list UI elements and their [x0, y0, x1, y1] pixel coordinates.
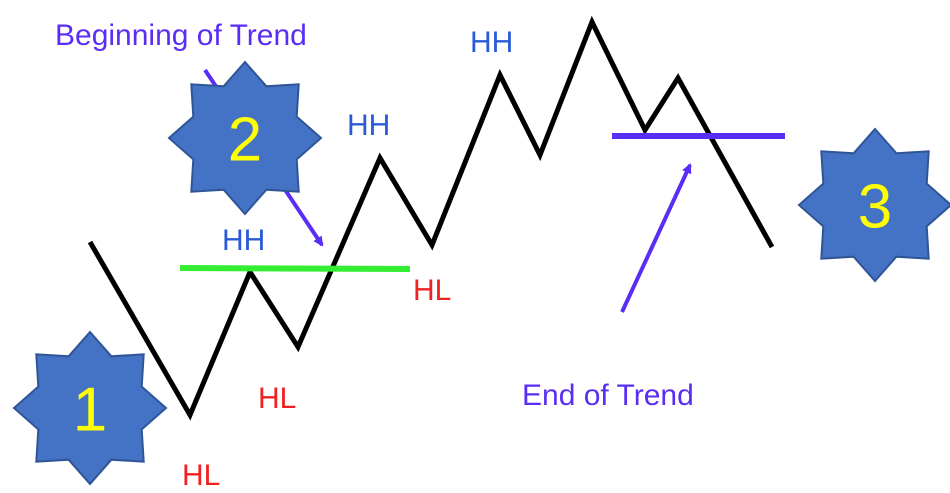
badge-star	[167, 60, 323, 216]
badge-number: 3	[858, 173, 892, 242]
badge-number: 1	[73, 376, 107, 445]
start-annotation: Beginning of Trend	[55, 19, 307, 52]
hl-label: HL	[258, 382, 296, 415]
badge-number: 2	[228, 106, 262, 175]
badge-star	[797, 127, 950, 283]
support-line	[179, 265, 411, 272]
hh-label: HH	[347, 109, 390, 142]
hh-label: HH	[470, 26, 513, 59]
hl-label: HL	[182, 459, 220, 492]
badge-star	[12, 330, 168, 486]
arrow-end	[620, 163, 692, 313]
price-zigzag	[87, 15, 775, 421]
hl-label: HL	[413, 274, 451, 307]
hh-label: HH	[222, 224, 265, 257]
end-annotation: End of Trend	[522, 379, 694, 412]
